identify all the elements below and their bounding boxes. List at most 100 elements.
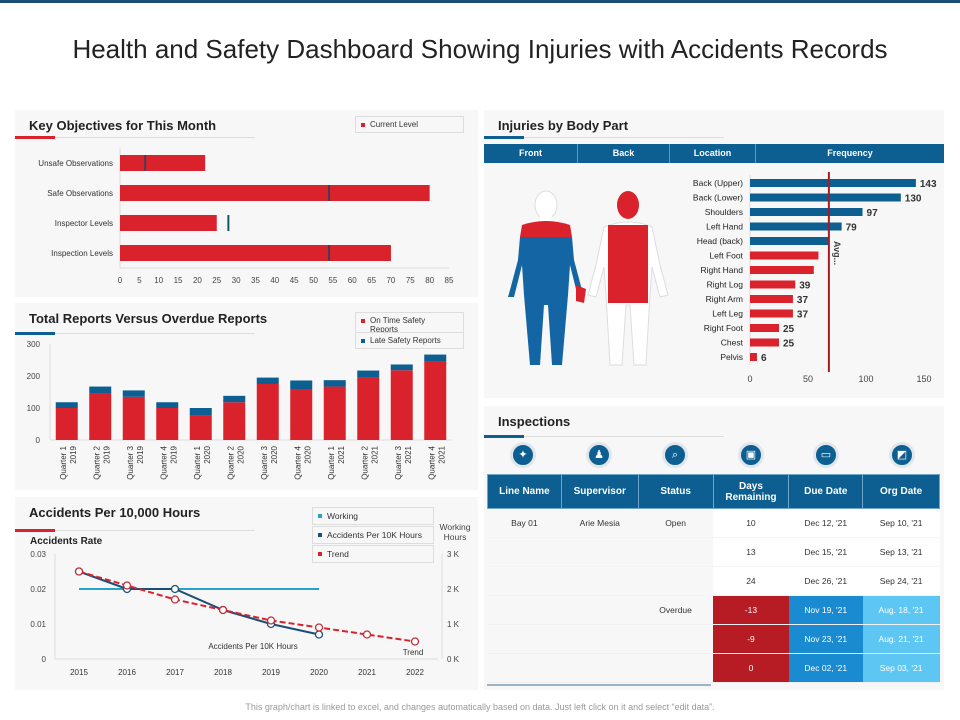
bar-late (189, 408, 212, 416)
legend-working[interactable]: Working (312, 507, 434, 525)
category-label: Right Arm (706, 294, 743, 304)
x-tick-label: Quarter 32020 (260, 445, 279, 479)
col-days-remaining[interactable]: Days Remaining (712, 474, 790, 509)
supervisor-cell: Arie Mesia (561, 508, 639, 538)
status-cell (638, 653, 713, 683)
x-tick-label: 2016 (118, 668, 136, 677)
bar-on-time (156, 408, 179, 440)
x-tick-label: 15 (174, 276, 183, 285)
bar-on-time (290, 389, 313, 440)
category-label: Left Leg (712, 309, 743, 319)
col-status[interactable]: Status (637, 474, 714, 509)
days-remaining-cell: 0 (713, 653, 789, 683)
trend-point (362, 630, 372, 639)
bar (750, 208, 863, 216)
status-cell (638, 624, 713, 654)
trend-point (122, 581, 132, 590)
due-date-icon: ▭ (813, 442, 839, 468)
title-underline (484, 136, 724, 139)
bar-late (156, 402, 179, 408)
x-tick-label: 0 (118, 276, 123, 285)
org-date-cell: Aug. 18, '21 (862, 595, 940, 625)
bar-late (223, 395, 246, 403)
calendar-icon: ▣ (738, 442, 764, 468)
line-name-cell (487, 595, 562, 625)
front-body-figure (508, 190, 586, 365)
x-tick-label: 0 (747, 374, 752, 384)
body-figures (508, 190, 669, 366)
due-date-cell: Nov 23, '21 (788, 624, 863, 654)
trend-point (410, 637, 420, 646)
header-back: Back (578, 144, 670, 163)
x-tick-label: Quarter 12019 (59, 445, 78, 479)
x-tick-label: 85 (445, 276, 454, 285)
target-marker (144, 155, 147, 171)
y-tick-label: 0.03 (30, 550, 46, 559)
category-label: Inspection Levels (51, 249, 113, 258)
bar (750, 338, 779, 347)
y-tick-label: 300 (27, 340, 41, 349)
legend-accidents[interactable]: Accidents Per 10K Hours (312, 526, 434, 544)
due-date-cell: Nov 19, '21 (788, 595, 863, 625)
bar (750, 280, 796, 289)
back-body-figure (587, 191, 669, 366)
bar-on-time (122, 396, 145, 440)
table-row: 24 Dec 26, '21 Sep 24, '21 (487, 566, 940, 596)
x-tick-label: Quarter 32021 (394, 445, 413, 479)
data-label: 25 (783, 339, 795, 350)
panel-title: Accidents Per 10,000 Hours (29, 505, 201, 520)
panel-title: Inspections (498, 414, 571, 429)
bar (120, 185, 430, 201)
data-label: 25 (783, 324, 795, 335)
x-tick-label: 50 (803, 374, 813, 384)
target-marker (328, 245, 331, 261)
org-date-cell: Aug. 21, '21 (862, 624, 940, 654)
bar-late (122, 390, 145, 397)
x-tick-label: Quarter 42019 (159, 445, 178, 479)
team-icon: ♟ (586, 442, 612, 468)
target-marker (227, 215, 230, 231)
title-underline (15, 529, 255, 532)
status-cell: Open (638, 508, 713, 538)
x-tick-label: 55 (328, 276, 337, 285)
legend-current-level[interactable]: Current Level (355, 116, 464, 133)
bar (750, 193, 901, 202)
table-row: 0 Dec 02, '21 Sep 03, '21 (487, 653, 940, 683)
col-due-date[interactable]: Due Date (788, 474, 864, 509)
col-supervisor[interactable]: Supervisor (560, 474, 639, 509)
line-name-cell (487, 624, 562, 654)
bar-on-time (223, 402, 246, 440)
due-date-cell: Dec 02, '21 (788, 653, 863, 683)
data-label: 97 (867, 208, 879, 219)
key-objectives-panel: Key Objectives for This Month Current Le… (15, 110, 478, 297)
col-org-date[interactable]: Org Date (862, 474, 940, 509)
x-tick-label: Quarter 12021 (327, 445, 346, 479)
injuries-chart: Back (Upper) 143 Back (Lower) 130 Shoulders 9… (693, 172, 937, 384)
title-underline (15, 136, 255, 139)
legend-late[interactable]: Late Safety Reports (355, 332, 464, 349)
x-tick-label: 45 (290, 276, 299, 285)
x-tick-label: 5 (137, 276, 142, 285)
x-tick-label: 30 (232, 276, 241, 285)
due-date-cell: Dec 26, '21 (788, 566, 863, 596)
accidents-point (170, 584, 180, 594)
series-label-accidents: Accidents Per 10K Hours (208, 642, 297, 651)
x-tick-label: Quarter 22020 (226, 445, 245, 479)
category-label: Right Foot (704, 323, 744, 333)
bar-on-time (89, 393, 112, 440)
col-line-name[interactable]: Line Name (487, 474, 562, 509)
category-label: Back (Upper) (693, 178, 743, 188)
x-tick-label: Quarter 42021 (427, 445, 446, 479)
bar (750, 251, 819, 260)
bar-late (357, 370, 380, 378)
y-tick-label: 0.01 (30, 620, 46, 629)
x-tick-label: 75 (406, 276, 415, 285)
legend-label: Current Level (370, 120, 419, 129)
bar (750, 324, 779, 332)
trend-point (266, 616, 276, 625)
due-date-cell: Dec 12, '21 (788, 508, 863, 538)
x-tick-label: 2020 (310, 668, 328, 677)
data-label: 143 (920, 179, 937, 190)
legend-trend[interactable]: Trend (312, 545, 434, 563)
title-underline (15, 332, 255, 335)
